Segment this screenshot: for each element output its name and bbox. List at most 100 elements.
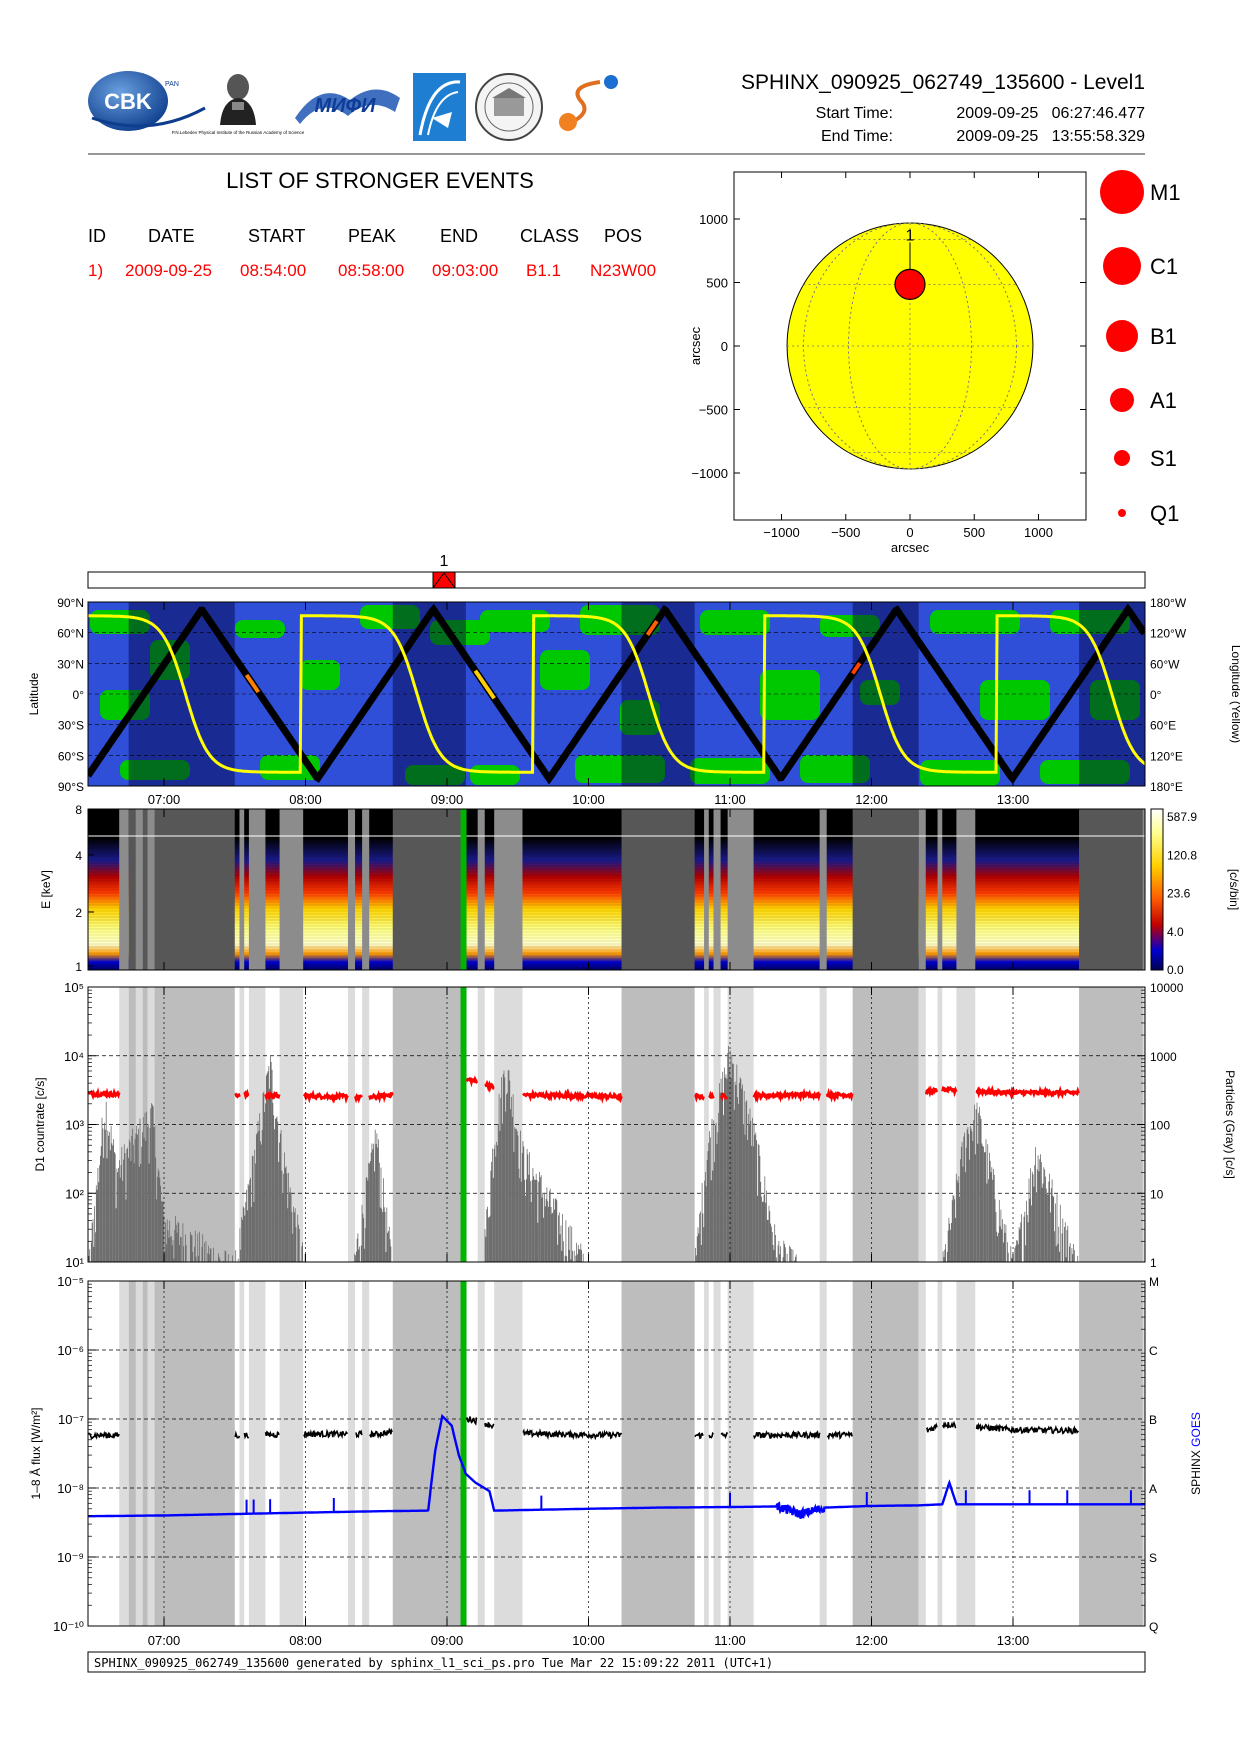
disk-ytick-label: 500 (706, 275, 728, 290)
events-cell: 2009-09-25 (125, 261, 212, 280)
data-gap-light (918, 1281, 926, 1626)
legend-dot-a1 (1110, 388, 1134, 412)
flux-background (88, 1281, 1145, 1626)
events-col-end: END (440, 226, 478, 246)
time-tick-label: 08:00 (289, 792, 322, 807)
data-gap-light (248, 1281, 266, 1626)
orbit-lon-tick: 180°E (1150, 780, 1183, 794)
time-tick-label: 13:00 (997, 1633, 1030, 1648)
orbit-track-hotspot (850, 661, 862, 675)
colorbar-tick: 120.8 (1167, 848, 1197, 862)
countrate-panel: 10⁵ 10⁴ 10³ 10² 10¹ 10000 1000 100 10 1 D1 countra… (33, 980, 1237, 1270)
countrate-content (88, 987, 1145, 1262)
data-gap-dark (128, 1281, 235, 1626)
particle-region (120, 760, 190, 780)
legend-dot-s1 (1114, 450, 1130, 466)
event-timeline-bar: 1 (87, 553, 1146, 589)
flux-class-tick: C (1149, 1344, 1158, 1358)
particle-region (575, 755, 665, 783)
data-gap-light (918, 809, 926, 970)
particle-region (580, 605, 660, 635)
countrate-left-tick: 10² (65, 1186, 84, 1201)
flux-class-tick: S (1149, 1551, 1157, 1565)
events-table: ID DATE START PEAK END CLASS POS 1) 2009-09-25 08… (88, 226, 656, 280)
orbit-lat-tick: 60°S (58, 749, 84, 763)
flux-left-tick: 10⁻⁵ (57, 1274, 84, 1289)
events-cell: 08:54:00 (240, 261, 306, 280)
data-gap-light (956, 809, 976, 970)
logo-strip: CBK PAN P.N.Lebedev Physical Institute o… (88, 71, 618, 141)
swirl-logo (559, 75, 618, 131)
countrate-left-tick: 10¹ (65, 1255, 84, 1270)
data-gap-dark (852, 1281, 919, 1626)
particle-region (470, 765, 520, 785)
flux-panel: 10⁻⁵ 10⁻⁶ 10⁻⁷ 10⁻⁸ 10⁻⁹ 10⁻¹⁰ M C B A S Q 1–8 Å flu… (28, 1274, 1203, 1634)
orbit-ylabel-left: Latitude (27, 672, 41, 715)
countrate-right-tick: 1000 (1150, 1050, 1177, 1064)
data-gap-light (279, 809, 304, 970)
events-col-date: DATE (148, 226, 195, 246)
lebedev-logo: P.N.Lebedev Physical Institute of the Ru… (172, 74, 305, 135)
legend-label-q1: Q1 (1150, 501, 1179, 526)
data-gap-light (477, 1281, 485, 1626)
countrate-right-tick: 10000 (1150, 981, 1184, 995)
particle-region (620, 700, 660, 735)
miphi-logo: МИФИ (295, 89, 400, 124)
spectrogram-ytick: 1 (75, 960, 82, 974)
particle-region (235, 620, 285, 638)
orbit-lat-tick: 30°N (57, 657, 84, 671)
data-gap-dark (1079, 809, 1145, 970)
data-gap-light (477, 809, 485, 970)
disk-content (786, 222, 1034, 470)
orbit-track-hotspot (473, 669, 496, 700)
data-gap-light (362, 809, 370, 970)
orbit-lon-tick: 0° (1150, 688, 1162, 702)
flux-content (88, 1281, 1145, 1626)
data-gap-light (119, 1281, 129, 1626)
longitude-gridline (803, 222, 1017, 470)
data-gap-light (727, 809, 754, 970)
cbk-logo-sub: PAN (165, 81, 179, 88)
countrate-left-tick: 10⁴ (64, 1049, 84, 1064)
flux-frame (87, 1280, 1146, 1627)
time-tick-label: 12:00 (855, 1633, 888, 1648)
events-cell: 09:03:00 (432, 261, 498, 280)
orbit-lon-tick: 180°W (1150, 596, 1187, 610)
time-tick-label: 09:00 (431, 1633, 464, 1648)
disk-xtick-label: −1000 (763, 525, 800, 540)
particle-region (1040, 760, 1130, 784)
time-tick-label: 07:00 (148, 792, 181, 807)
particle-region (760, 670, 820, 720)
disk-ylabel: arcsec (688, 326, 703, 365)
legend-dot-m1 (1100, 170, 1144, 214)
events-cell: 1) (88, 261, 103, 280)
countrate-ylabel-left: D1 countrate [c/s] (33, 1077, 47, 1171)
particle-region (540, 650, 590, 690)
data-gap-light (1142, 809, 1145, 970)
data-gap-light (713, 987, 721, 1262)
disk-xtick-label: 0 (906, 525, 913, 540)
particle-region (930, 610, 1020, 634)
data-gap-light (937, 987, 943, 1262)
event-bar-label: 1 (440, 553, 449, 570)
particle-region (800, 755, 870, 783)
time-tick-label: 10:00 (572, 792, 605, 807)
start-time-value: 2009-09-25 06:27:46.477 (956, 105, 1145, 122)
orbit-latitude-track (88, 603, 1145, 785)
flux-ylabel-goes: GOES (1189, 1412, 1203, 1447)
orbit-content (88, 602, 1145, 786)
particle-region (300, 660, 340, 690)
colorbar-tick: 4.0 (1167, 925, 1184, 939)
particle-region (1050, 610, 1130, 634)
data-gap-light (704, 809, 709, 970)
flux-left-tick: 10⁻⁶ (57, 1343, 84, 1358)
legend-label-a1: A1 (1150, 388, 1177, 413)
data-gap-dark (392, 1281, 466, 1626)
spectrogram-colorbar (1150, 808, 1164, 971)
data-gap-light (819, 809, 827, 970)
report-title: SPHINX_090925_062749_135600 - Level1 (741, 71, 1145, 94)
orbit-track-hotspot (645, 619, 659, 637)
orbit-latitude-panel: 90°N 60°N 30°N 0° 30°S 60°S 90°S 180°W 120°W 60°W… (27, 596, 1240, 794)
disk-xtick-label: −500 (831, 525, 860, 540)
